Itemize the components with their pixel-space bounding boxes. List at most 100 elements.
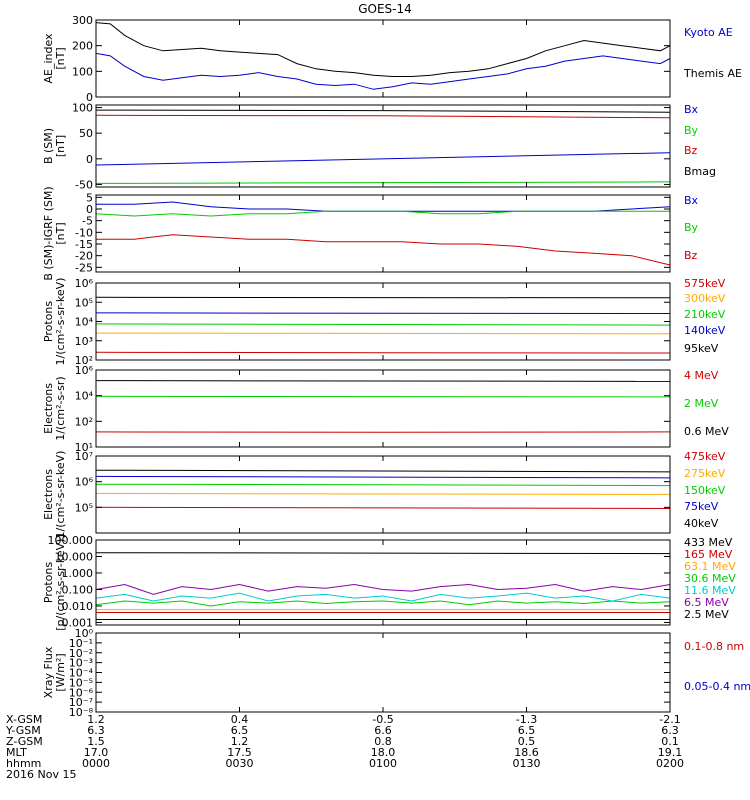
legend-entry: 275keV bbox=[684, 467, 726, 480]
footer-row-value: 17.0 bbox=[84, 746, 109, 759]
panel-protons-high: 0.001 0.010 0.100 1.000 10.000 100.000Protons… bbox=[42, 534, 736, 631]
footer-row-value: 19.1 bbox=[658, 746, 683, 759]
legend-entry: 140keV bbox=[684, 324, 726, 337]
footer-row-value: 0.8 bbox=[374, 735, 392, 748]
y-tick-label: 10⁵ bbox=[75, 501, 93, 514]
series-line-0-6-mev bbox=[95, 380, 671, 382]
plot-frame bbox=[95, 282, 671, 361]
legend-entry: 4 MeV bbox=[684, 369, 719, 382]
plot-frame bbox=[95, 632, 671, 713]
y-tick-label: -50 bbox=[75, 178, 93, 191]
footer-row-label: MLT bbox=[6, 746, 27, 759]
y-tick-label: 10⁻³ bbox=[69, 657, 93, 670]
legend-entry: 95keV bbox=[684, 342, 719, 355]
y-axis-label: Electrons1/(cm²-s-sr-keV) bbox=[42, 451, 67, 539]
series-line-575kev bbox=[95, 351, 671, 354]
y-tick-label: 10⁴ bbox=[75, 390, 94, 403]
y-axis-label: Protons1/(cm²-s-sr-keV) bbox=[42, 278, 67, 366]
y-tick-label: 10⁴ bbox=[75, 316, 94, 329]
footer-row-value: 6.5 bbox=[231, 724, 249, 737]
series-line-bx bbox=[96, 201, 671, 212]
y-tick-label: 100.000 bbox=[48, 534, 94, 547]
footer-row-label: hhmm bbox=[6, 757, 41, 770]
y-tick-label: 100 bbox=[72, 65, 93, 78]
footer-row-label: Z-GSM bbox=[6, 735, 43, 748]
legend-entry: 300keV bbox=[684, 292, 726, 305]
footer-row-value: 18.6 bbox=[514, 746, 539, 759]
legend-entry: 2.5 MeV bbox=[684, 608, 729, 621]
y-tick-label: 300 bbox=[72, 14, 93, 27]
y-tick-label: 50 bbox=[79, 127, 93, 140]
series-line-kyoto-ae bbox=[95, 52, 671, 90]
legend-entry: 150keV bbox=[684, 484, 726, 497]
footer-row-value: -0.5 bbox=[372, 713, 393, 726]
y-tick-label: 0.001 bbox=[62, 616, 94, 629]
series-line-433-mev bbox=[95, 552, 671, 555]
series-line-210kev bbox=[95, 323, 671, 326]
y-tick-label: 10⁻⁸ bbox=[69, 706, 94, 719]
y-tick-label: 1.000 bbox=[62, 567, 94, 580]
footer-row-value: 17.5 bbox=[227, 746, 252, 759]
y-tick-label: 10⁶ bbox=[75, 364, 94, 377]
legend-entry: 11.6 MeV bbox=[684, 584, 736, 597]
y-tick-label: 10⁻² bbox=[69, 647, 93, 660]
y-tick-label: 10⁻¹ bbox=[69, 637, 93, 650]
footer-row-value: 0130 bbox=[513, 757, 541, 770]
legend-entry: 165 MeV bbox=[684, 548, 733, 561]
series-line-themis-ae bbox=[95, 22, 671, 77]
y-axis-label: AE_index[nT] bbox=[42, 33, 67, 84]
legend-entry: 6.5 MeV bbox=[684, 596, 729, 609]
series-line-75kev bbox=[95, 475, 671, 479]
footer-row-value: 1.5 bbox=[87, 735, 105, 748]
y-tick-label: 10⁵ bbox=[75, 296, 93, 309]
footer-row-value: 0000 bbox=[82, 757, 110, 770]
footer-row-label: X-GSM bbox=[6, 713, 42, 726]
footer-row-value: 0.1 bbox=[661, 735, 679, 748]
y-tick-label: 10⁷ bbox=[75, 450, 93, 463]
y-tick-label: -20 bbox=[75, 250, 93, 263]
legend-entry: Bmag bbox=[684, 165, 716, 178]
series-line-95kev bbox=[95, 296, 671, 299]
footer-row-value: 1.2 bbox=[231, 735, 249, 748]
y-tick-label: 0.100 bbox=[62, 583, 94, 596]
legend-entry: Themis AE bbox=[683, 67, 742, 80]
y-tick-label: 0.010 bbox=[62, 600, 94, 613]
y-tick-label: -15 bbox=[75, 238, 93, 251]
y-tick-label: 10² bbox=[75, 415, 93, 428]
y-tick-label: 0 bbox=[86, 203, 93, 216]
y-tick-label: 10⁰ bbox=[75, 627, 94, 640]
legend-entry: Bz bbox=[684, 144, 698, 157]
y-tick-label: 5 bbox=[86, 191, 93, 204]
footer-row-value: 6.6 bbox=[374, 724, 392, 737]
y-tick-label: 200 bbox=[72, 40, 93, 53]
footer-row-value: 6.3 bbox=[87, 724, 105, 737]
legend-entry: By bbox=[684, 221, 699, 234]
legend-entry: 210keV bbox=[684, 308, 726, 321]
series-line-bz bbox=[96, 234, 671, 266]
footer-row-value: 0100 bbox=[369, 757, 397, 770]
footer-row-value: 0030 bbox=[226, 757, 254, 770]
legend-entry: 63.1 MeV bbox=[684, 560, 736, 573]
legend-entry: Bx bbox=[684, 194, 699, 207]
y-axis-label: B (SM)[nT] bbox=[42, 128, 67, 164]
series-line-6-5-mev bbox=[95, 583, 671, 595]
panel-protons-low: 10² 10³ 10⁴ 10⁵ 10⁶ Protons1/(cm²-s-sr-keV) 57… bbox=[42, 277, 726, 367]
footer-row-value: 6.3 bbox=[661, 724, 679, 737]
series-line-275kev bbox=[95, 492, 671, 495]
footer-date: 2016 Nov 15 bbox=[6, 768, 76, 781]
footer-row-value: 0200 bbox=[656, 757, 684, 770]
legend-entry: 433 MeV bbox=[684, 536, 733, 549]
chart-title: GOES-14 bbox=[358, 2, 412, 16]
series-line-475kev bbox=[95, 506, 671, 509]
y-tick-label: 10² bbox=[75, 354, 93, 367]
legend-entry: 30.6 MeV bbox=[684, 572, 736, 585]
y-tick-label: 10⁶ bbox=[75, 476, 94, 489]
y-tick-label: 10³ bbox=[75, 335, 93, 348]
panel-electrons-low: 10⁵ 10⁶ 10⁷ Electrons1/(cm²-s-sr-keV) 475keV… bbox=[42, 450, 726, 538]
series-line-bz bbox=[95, 114, 671, 119]
legend-entry: 2 MeV bbox=[684, 397, 719, 410]
y-tick-label: -10 bbox=[75, 226, 93, 239]
